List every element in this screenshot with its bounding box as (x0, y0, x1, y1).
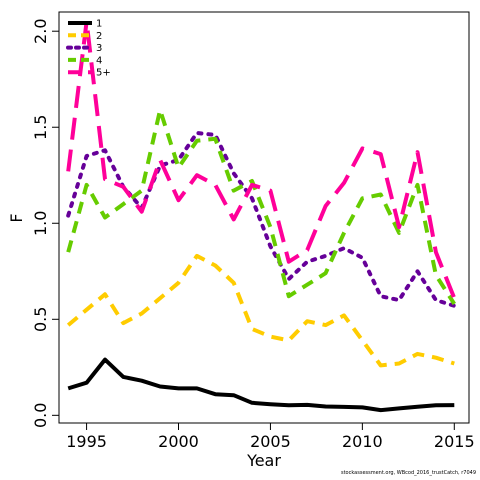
y-tick-label: 0.5 (31, 307, 50, 332)
legend-label-3: 3 (96, 43, 102, 54)
y-tick-label: 0.0 (31, 403, 50, 428)
legend-label-2: 2 (96, 31, 102, 42)
x-tick-label: 2015 (434, 432, 475, 451)
x-tick-label: 2010 (342, 432, 383, 451)
x-tick-label: 2005 (250, 432, 291, 451)
plot-frame (58, 11, 470, 424)
series-line-4 (66, 107, 456, 305)
legend-label-4: 4 (96, 55, 102, 66)
legend-label-5: 5+ (96, 68, 111, 79)
y-tick-label: 2.0 (31, 18, 50, 43)
y-tick-label: 1.0 (31, 211, 50, 236)
x-axis: 1995 2000 2005 2010 2015 (66, 423, 475, 451)
series-line-5 (66, 19, 457, 299)
x-axis-label: Year (246, 451, 281, 470)
footnote: stockassessment.org, WBcod_2016_trustCat… (340, 470, 476, 476)
series-line-2 (66, 253, 455, 368)
legend-label-1: 1 (96, 19, 102, 30)
series-line-1 (67, 357, 455, 413)
x-tick-label: 1995 (66, 432, 107, 451)
y-axis-label: F (7, 213, 26, 222)
series-lines (66, 19, 457, 413)
y-axis: 0.0 0.5 1.0 1.5 2.0 (31, 18, 59, 428)
y-tick-label: 1.5 (31, 115, 50, 140)
x-tick-label: 2000 (158, 432, 199, 451)
